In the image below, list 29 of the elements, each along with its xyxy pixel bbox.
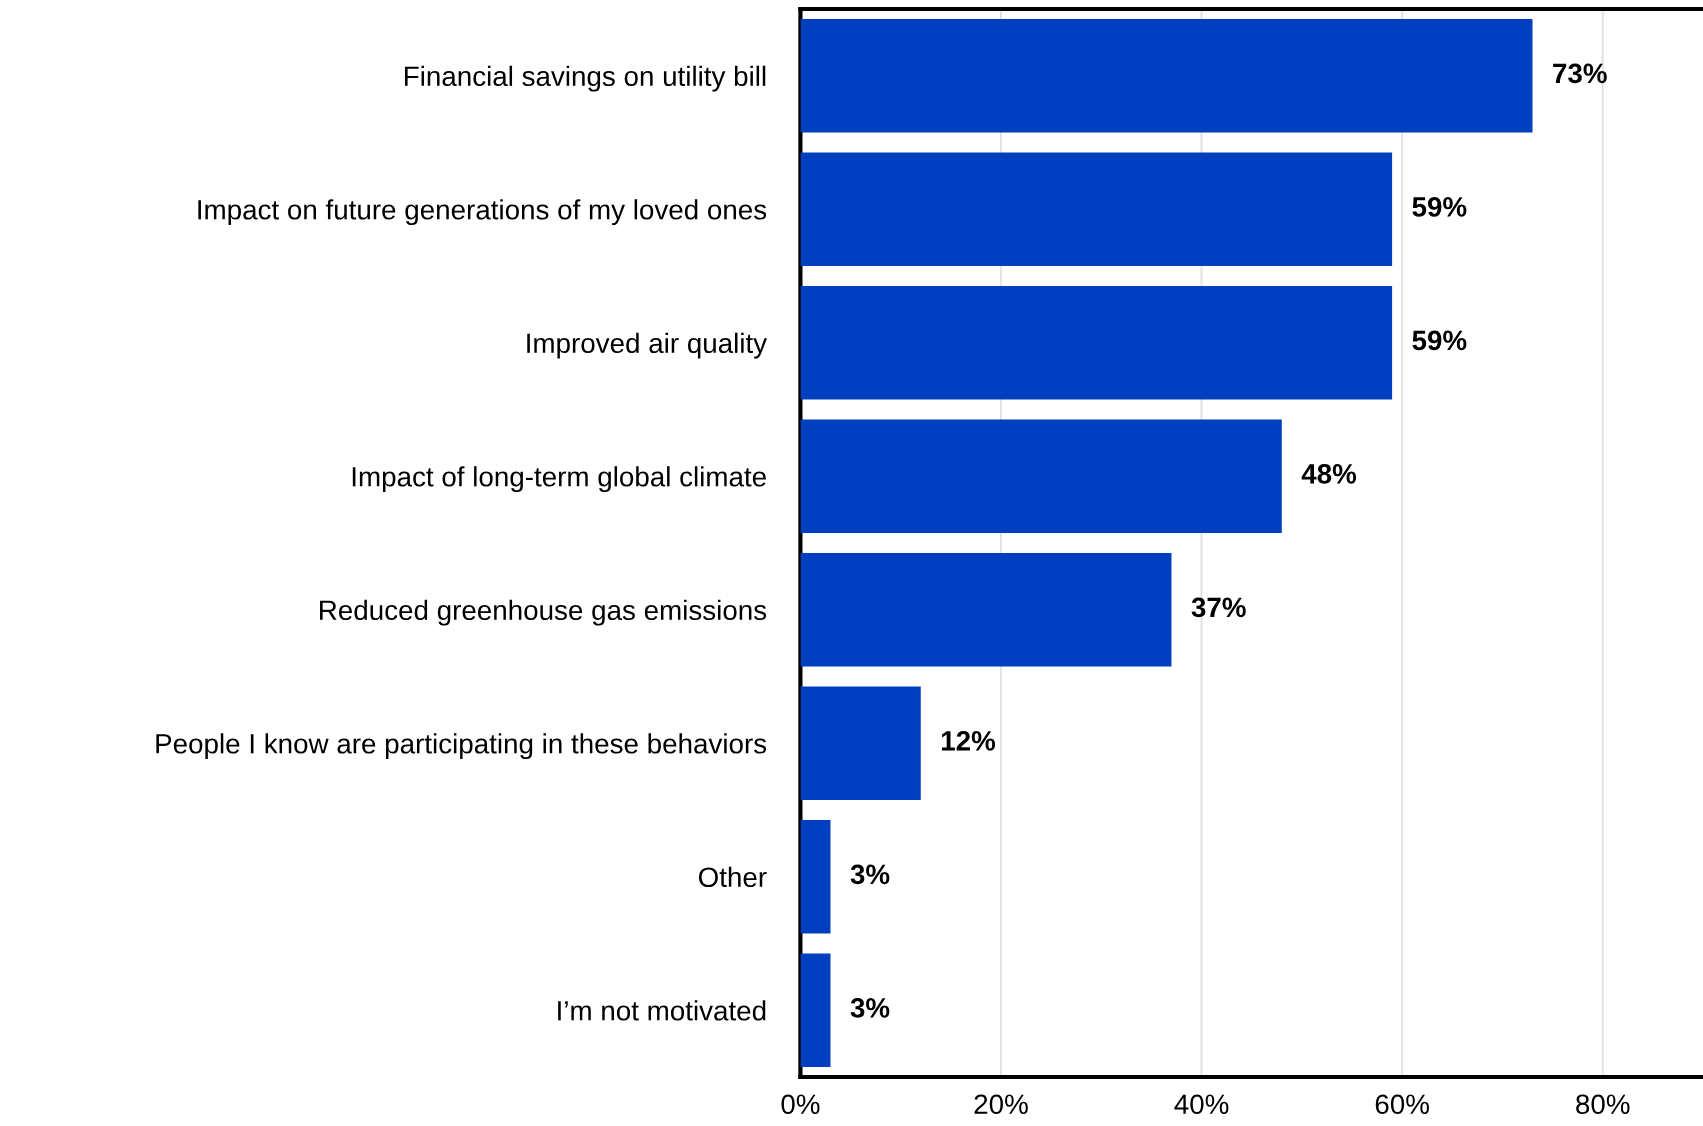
x-tick-label: 20% bbox=[974, 1094, 1028, 1115]
y-tick-label: Other bbox=[698, 866, 767, 888]
data-label: 37% bbox=[1191, 597, 1246, 618]
data-label: 3% bbox=[850, 998, 890, 1018]
y-tick-label: Financial savings on utility bill bbox=[405, 65, 766, 92]
bar bbox=[800, 553, 1172, 667]
bar bbox=[800, 820, 831, 934]
bar bbox=[800, 419, 1282, 533]
x-tick-label: 80% bbox=[1576, 1094, 1630, 1115]
data-label: 48% bbox=[1301, 464, 1357, 484]
x-tick-label: 40% bbox=[1174, 1094, 1229, 1115]
bar bbox=[800, 953, 831, 1068]
bar bbox=[800, 286, 1393, 400]
y-tick-label: Impact of long-term global climate bbox=[352, 466, 766, 493]
data-label: 59% bbox=[1412, 330, 1467, 351]
y-tick-label: I’m not motivated bbox=[558, 1000, 766, 1021]
x-tick-label: 0% bbox=[781, 1094, 820, 1115]
bar bbox=[800, 686, 921, 800]
y-tick-label: Reduced greenhouse gas emissions bbox=[320, 599, 767, 626]
x-tick-label: 60% bbox=[1375, 1094, 1429, 1115]
data-label: 73% bbox=[1553, 63, 1607, 84]
data-label: 3% bbox=[850, 864, 890, 885]
bar bbox=[800, 152, 1393, 266]
y-tick-label: Improved air quality bbox=[527, 332, 768, 359]
data-label: 59% bbox=[1412, 197, 1467, 217]
y-tick-label: Impact on future generations of my loved ones bbox=[198, 199, 767, 226]
data-label: 12% bbox=[941, 731, 996, 751]
bar bbox=[800, 19, 1533, 133]
y-tick-label: People I know are participating in these behaviors bbox=[156, 733, 767, 760]
